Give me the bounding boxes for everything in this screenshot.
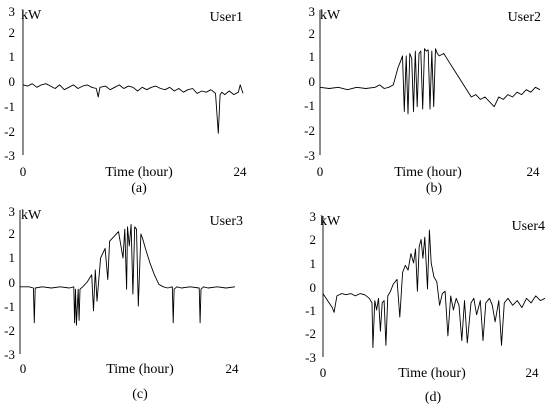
panel-d-x-axis-label: Time (hour) — [398, 366, 466, 381]
panel-c-x-tick-end: 24 — [226, 361, 240, 376]
panel-a-series-label: User1 — [210, 10, 243, 25]
panel-b-y-tick-label-0: 3 — [309, 4, 316, 19]
panel-c-y-tick-label-3: 0 — [9, 275, 16, 290]
panel-d-caption: (d) — [425, 390, 442, 405]
panel-d: 3 2 1 0 -1 -2 -3 kW User4 0 24 Time (hou… — [305, 209, 546, 405]
panel-d-y-tick-label-1: 2 — [310, 232, 317, 247]
panel-a-y-unit: kW — [21, 8, 42, 23]
panel-a-y-tick-label-3: 0 — [9, 74, 16, 89]
panel-b-caption: (b) — [426, 181, 443, 196]
panel-d-y-tick-label-0: 3 — [310, 209, 317, 224]
panel-c-y-tick-label-1: 2 — [9, 226, 16, 241]
panel-c-x-tick-start: 0 — [20, 361, 27, 376]
panel-a-y-tick-label-5: -2 — [4, 124, 15, 139]
panel-a-y-tick-label-2: 1 — [9, 49, 16, 64]
panel-d-y-tick-label-5: -2 — [305, 326, 316, 341]
panel-a-y-tick-label-4: -1 — [4, 99, 15, 114]
panel-b-y-tick-label-3: 0 — [309, 74, 316, 89]
panel-c-series-label: User3 — [210, 214, 243, 229]
panel-b-y-tick-label-6: -3 — [304, 148, 315, 163]
panel-d-series-label: User4 — [512, 219, 545, 234]
panel-d-y-unit: kW — [320, 214, 341, 229]
panel-c-y-unit: kW — [21, 208, 42, 223]
panel-c-y-tick-label-6: -3 — [4, 347, 15, 362]
panel-d-power-trace-0 — [322, 229, 546, 349]
panel-c-y-tick-label-0: 3 — [9, 204, 16, 219]
panel-b-series-label: User2 — [508, 10, 541, 25]
panel-d-y-tick-label-6: -3 — [305, 350, 316, 365]
panel-b: 3 2 1 0 -1 -2 -3 kW User2 0 24 Time (hou… — [304, 4, 541, 196]
panel-c: 3 2 1 0 -1 -2 -3 kW User3 0 24 Time (hou… — [4, 204, 243, 402]
panel-b-y-tick-label-1: 2 — [309, 26, 316, 41]
panel-b-y-unit: kW — [320, 8, 341, 23]
panel-a-x-axis-label: Time (hour) — [105, 165, 173, 180]
panel-c-y-tick-label-4: -1 — [4, 299, 15, 314]
panel-a-x-tick-start: 0 — [20, 164, 27, 179]
panel-c-y-tick-label-5: -2 — [4, 323, 15, 338]
panel-c-caption: (c) — [132, 387, 148, 402]
panel-c-x-axis-label: Time (hour) — [106, 362, 174, 377]
panel-a-y-tick-label-1: 2 — [9, 25, 16, 40]
panel-d-y-tick-label-3: 0 — [310, 280, 317, 295]
panel-d-y-tick-label-4: -1 — [305, 303, 316, 318]
panel-b-x-tick-end: 24 — [527, 164, 541, 179]
panel-c-power-trace-0 — [20, 223, 236, 326]
panel-a-x-tick-end: 24 — [234, 164, 248, 179]
panel-a-y-tick-label-6: -3 — [4, 148, 15, 163]
panel-d-y-tick-label-2: 1 — [310, 256, 317, 271]
panel-c-y-tick-label-2: 1 — [9, 250, 16, 265]
panel-b-power-trace-0 — [319, 48, 541, 115]
panel-b-y-tick-label-2: 1 — [309, 49, 316, 64]
panel-b-x-axis-label: Time (hour) — [394, 165, 462, 180]
panel-a-y-tick-label-0: 3 — [9, 4, 16, 19]
panel-a-power-trace-0 — [22, 83, 244, 134]
panel-a: 3 2 1 0 -1 -2 -3 kW User1 0 24 Time (hou… — [4, 4, 247, 196]
panel-b-x-tick-start: 0 — [317, 164, 324, 179]
panel-b-y-tick-label-4: -1 — [304, 98, 315, 113]
panel-d-x-tick-end: 24 — [526, 365, 540, 380]
panel-b-y-tick-label-5: -2 — [304, 123, 315, 138]
panel-d-x-tick-start: 0 — [320, 365, 327, 380]
panel-a-caption: (a) — [131, 181, 147, 196]
